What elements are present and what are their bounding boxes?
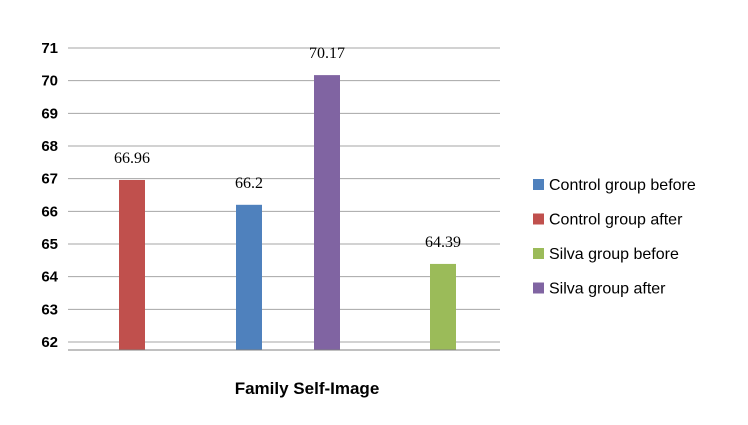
legend-swatch [533, 248, 544, 259]
bar [119, 179, 145, 350]
y-tick-label: 71 [41, 40, 58, 57]
y-tick-label: 66 [41, 203, 58, 220]
y-tick-label: 68 [41, 138, 58, 155]
data-label: 70.17 [309, 45, 345, 62]
legend-label: Control group before [549, 177, 696, 194]
data-labels: 66.96 66.2 70.17 64.39 [114, 45, 461, 251]
data-label: 66.96 [114, 150, 150, 167]
data-label: 64.39 [425, 234, 461, 251]
legend-label: Silva group before [549, 246, 679, 263]
bar [314, 75, 340, 350]
legend-swatch [533, 282, 544, 294]
bar [236, 204, 262, 350]
bar [430, 263, 456, 350]
bars [119, 75, 456, 350]
y-tick-label: 67 [41, 171, 58, 188]
x-axis-label: Family Self-Image [235, 379, 380, 398]
legend-swatch [533, 213, 544, 225]
legend: Control group before Control group after S… [533, 177, 696, 298]
legend-label: Silva group after [549, 281, 666, 298]
data-label: 66.2 [235, 175, 263, 192]
y-tick-label: 69 [41, 105, 58, 122]
y-tick-label: 64 [41, 269, 58, 286]
legend-label: Control group after [549, 212, 683, 229]
y-axis-ticks: 62 63 64 65 66 67 68 69 70 71 [41, 40, 58, 351]
legend-swatch [533, 179, 544, 190]
y-tick-label: 65 [41, 236, 58, 253]
y-tick-label: 62 [41, 334, 58, 351]
y-tick-label: 70 [41, 73, 58, 90]
y-tick-label: 63 [41, 301, 58, 318]
